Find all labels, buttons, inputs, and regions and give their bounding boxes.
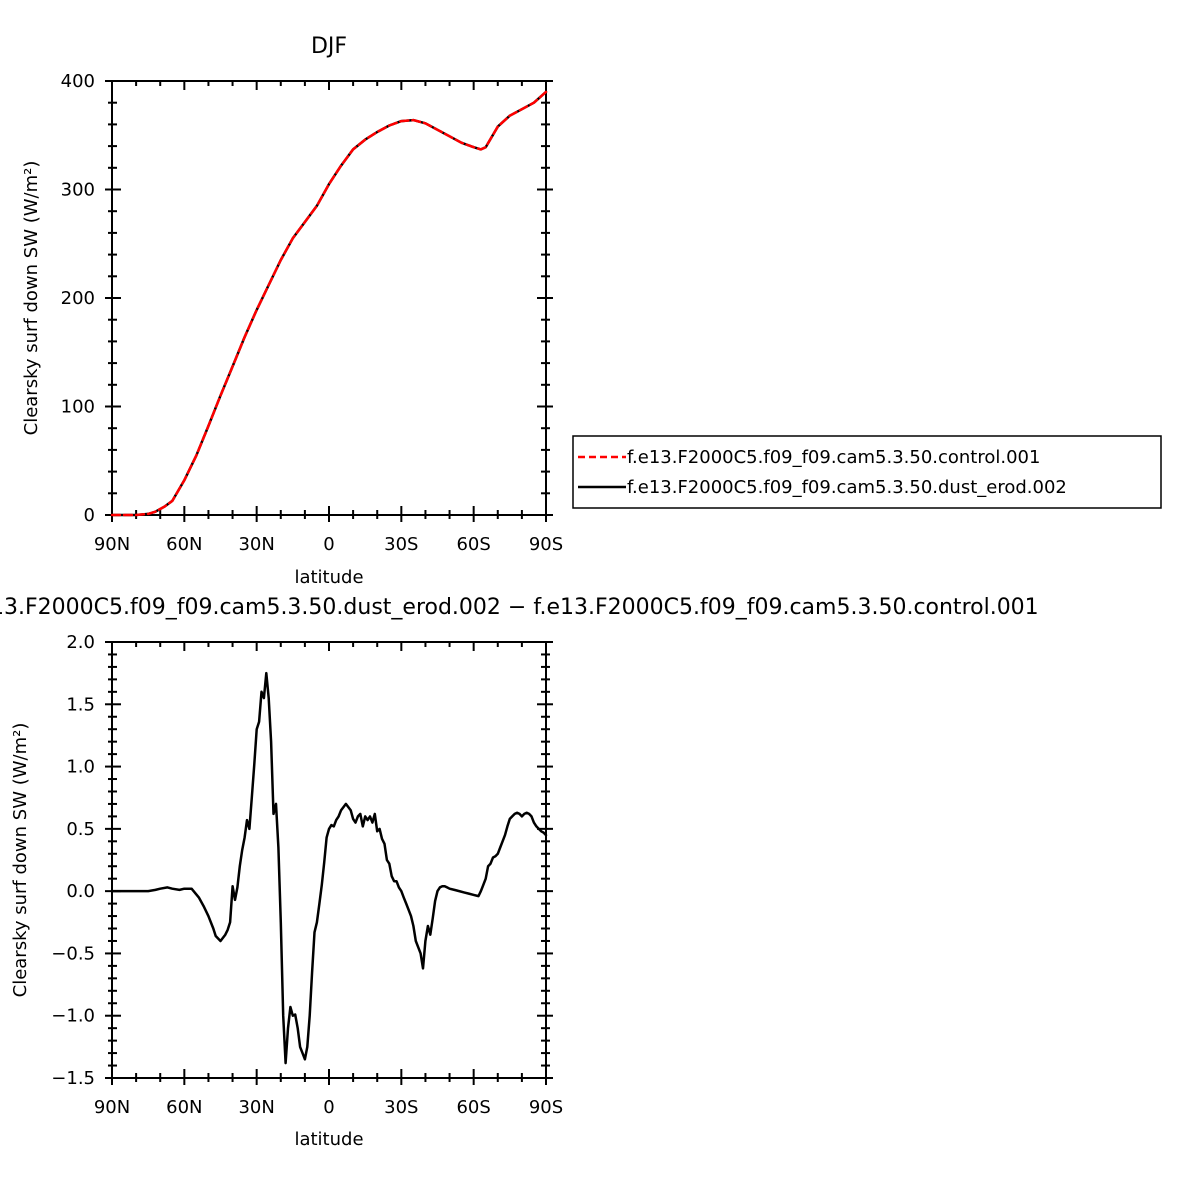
top-chart-ylabel: Clearsky surf down SW (W/m²) — [21, 161, 42, 436]
bottom-x-tick-label: 60N — [166, 1097, 202, 1118]
bottom-y-tick-label: 1.0 — [66, 757, 95, 778]
top-x-tick-label: 60N — [166, 534, 202, 555]
bottom-y-tick-label: 0.5 — [66, 819, 95, 840]
bottom-chart-plot-frame — [111, 641, 547, 1079]
bottom-x-tick-label: 90N — [94, 1097, 130, 1118]
bottom-x-tick-label: 30N — [238, 1097, 274, 1118]
bottom-chart-ticks: 90N 60N 30N 0 30S 60S 90S 2.0 1.5 1.0 0.5 0.0 −0.5 −1… — [51, 632, 563, 1118]
bottom-y-tick-label: −1.5 — [51, 1068, 95, 1089]
top-y-tick-label: 200 — [61, 288, 95, 309]
bottom-y-tick-label: −1.0 — [51, 1006, 95, 1027]
top-x-tick-label: 0 — [323, 534, 334, 555]
bottom-x-tick-label: 0 — [323, 1097, 334, 1118]
top-y-tick-label: 300 — [61, 180, 95, 201]
top-y-tick-label: 100 — [61, 397, 95, 418]
top-chart-ticks: 90N 60N 30N 0 30S 60S 90S 0 100 200 300 400 — [61, 71, 564, 555]
bottom-chart-title: f.e13.F2000C5.f09_f09.cam5.3.50.dust_ero… — [0, 595, 1039, 620]
top-chart: DJF 90N 60N 30N 0 30S 60S 90S 0 100 200 300 400 lat… — [21, 34, 1162, 588]
top-y-tick-label: 400 — [61, 71, 95, 92]
bottom-y-tick-label: 2.0 — [66, 632, 95, 653]
top-x-tick-label: 30S — [384, 534, 418, 555]
bottom-y-tick-label: −0.5 — [51, 943, 95, 964]
bottom-y-tick-label: 1.5 — [66, 694, 95, 715]
top-x-tick-label: 30N — [238, 534, 274, 555]
top-series-line-control — [110, 90, 548, 517]
bottom-chart-series — [110, 671, 548, 1065]
top-x-tick-label: 60S — [456, 534, 490, 555]
bottom-x-tick-label: 30S — [384, 1097, 418, 1118]
top-chart-xlabel: latitude — [294, 567, 363, 588]
top-chart-legend: f.e13.F2000C5.f09_f09.cam5.3.50.control.… — [572, 435, 1162, 509]
bottom-chart-ylabel: Clearsky surf down SW (W/m²) — [10, 723, 31, 998]
bottom-chart-xlabel: latitude — [294, 1129, 363, 1150]
top-x-tick-label: 90N — [94, 534, 130, 555]
top-series-line-dust-erod — [110, 90, 548, 517]
legend-box — [572, 435, 1162, 509]
bottom-x-tick-label: 60S — [456, 1097, 490, 1118]
top-chart-series — [110, 90, 548, 517]
legend-label-control: f.e13.F2000C5.f09_f09.cam5.3.50.control.… — [627, 447, 1040, 468]
bottom-chart: f.e13.F2000C5.f09_f09.cam5.3.50.dust_ero… — [0, 595, 1039, 1150]
bottom-x-tick-label: 90S — [529, 1097, 563, 1118]
top-y-tick-label: 0 — [84, 505, 95, 526]
top-x-tick-label: 90S — [529, 534, 563, 555]
legend-label-dust-erod: f.e13.F2000C5.f09_f09.cam5.3.50.dust_ero… — [627, 477, 1067, 498]
bottom-y-tick-label: 0.0 — [66, 881, 95, 902]
top-chart-plot-frame — [111, 80, 547, 516]
bottom-series-line-difference — [110, 671, 548, 1065]
top-chart-title: DJF — [311, 34, 347, 59]
